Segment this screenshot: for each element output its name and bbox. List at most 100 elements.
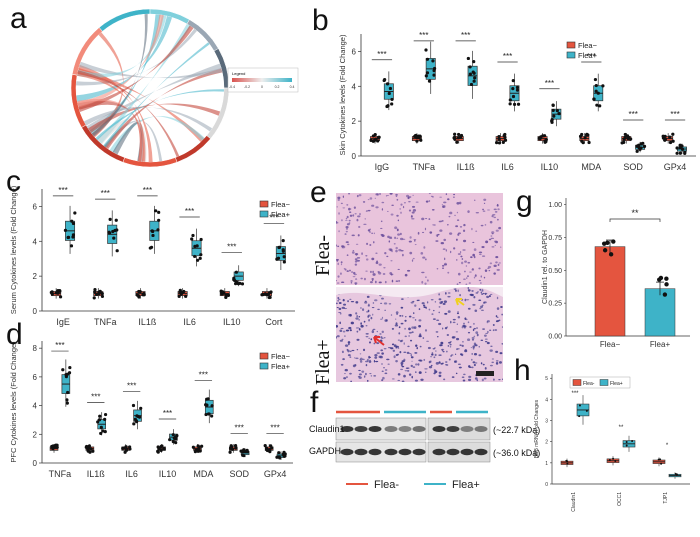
nucleus — [352, 214, 355, 217]
nucleus — [393, 243, 396, 245]
nucleus — [400, 298, 404, 300]
nucleus — [354, 212, 357, 215]
data-point — [269, 444, 273, 448]
nucleus — [349, 269, 351, 272]
x-tick-label: Cort — [265, 317, 283, 327]
sig-label: *** — [269, 214, 278, 223]
data-point — [50, 290, 54, 294]
nucleus — [489, 329, 492, 331]
nucleus — [407, 196, 410, 200]
nucleus — [484, 224, 487, 226]
data-point — [66, 235, 70, 240]
nucleus — [468, 375, 472, 378]
nucleus — [498, 262, 501, 264]
data-point — [390, 97, 394, 102]
nucleus — [480, 309, 484, 312]
y-tick-label: 6 — [33, 202, 38, 211]
nucleus — [337, 298, 341, 301]
band-claudin1 — [474, 426, 488, 432]
box-flea-minus — [560, 458, 574, 468]
nucleus — [395, 195, 398, 197]
nucleus — [380, 318, 383, 320]
box-flea-minus — [411, 133, 423, 144]
nucleus — [474, 362, 478, 364]
nucleus — [408, 352, 412, 355]
nucleus — [460, 261, 464, 265]
data-point — [511, 94, 516, 99]
nucleus — [389, 193, 393, 195]
nucleus — [408, 240, 412, 243]
data-point — [497, 134, 501, 139]
nucleus — [455, 225, 459, 228]
data-point — [58, 295, 63, 299]
nucleus — [407, 345, 410, 348]
nucleus — [404, 370, 408, 372]
box-flea-plus — [61, 359, 72, 407]
data-point — [608, 459, 611, 462]
nucleus — [395, 359, 398, 363]
nucleus — [363, 320, 366, 323]
nucleus — [466, 277, 468, 279]
nucleus — [379, 355, 383, 359]
nucleus — [450, 355, 452, 357]
data-point — [658, 275, 664, 281]
nucleus — [495, 350, 499, 353]
nucleus — [495, 361, 499, 365]
data-point — [114, 218, 118, 222]
nucleus — [365, 210, 368, 212]
nucleus — [349, 372, 352, 375]
nucleus — [347, 300, 349, 303]
nucleus — [384, 369, 388, 371]
nucleus — [381, 297, 384, 300]
nucleus — [342, 330, 346, 333]
nucleus — [448, 215, 451, 218]
nucleus — [470, 256, 473, 259]
data-point — [221, 290, 225, 294]
nucleus — [457, 289, 459, 293]
data-point — [459, 133, 464, 138]
nucleus — [474, 274, 477, 277]
nucleus — [493, 378, 495, 381]
legend-label-flea-plus: Flea+ — [578, 51, 598, 60]
nucleus — [357, 234, 360, 237]
legend: Flea−Flea+ — [259, 200, 291, 219]
nucleus — [491, 231, 495, 234]
data-point — [587, 140, 591, 145]
nucleus — [408, 331, 412, 334]
nucleus — [367, 199, 370, 201]
data-point — [608, 252, 614, 257]
nucleus — [351, 234, 355, 237]
data-point — [427, 79, 432, 83]
nucleus — [481, 378, 484, 382]
nucleus — [423, 358, 426, 361]
nucleus — [365, 372, 367, 376]
data-point — [281, 239, 285, 243]
data-point — [198, 256, 202, 260]
nucleus — [468, 365, 471, 368]
box-flea-plus — [63, 205, 77, 254]
nucleus — [479, 282, 482, 284]
data-point — [551, 108, 555, 113]
nucleus — [406, 351, 410, 354]
nucleus — [366, 295, 370, 298]
nucleus — [347, 349, 350, 353]
data-point — [283, 452, 287, 456]
data-point — [278, 456, 282, 460]
box-flea-minus — [121, 444, 132, 454]
data-point — [495, 140, 499, 145]
data-point — [387, 91, 391, 96]
data-point — [664, 282, 669, 287]
nucleus — [457, 316, 461, 319]
nucleus — [483, 202, 486, 205]
nucleus — [411, 375, 413, 379]
x-tick-label: IL1ß — [87, 469, 106, 479]
data-point — [277, 451, 281, 455]
nucleus — [356, 218, 359, 222]
data-point — [159, 448, 163, 452]
sig-label: *** — [670, 110, 679, 119]
legend-swatch-flea-plus — [599, 379, 609, 386]
nucleus — [466, 275, 469, 278]
nucleus — [447, 198, 450, 201]
x-tick-label: IL1ß — [457, 162, 476, 172]
nucleus — [443, 205, 446, 208]
